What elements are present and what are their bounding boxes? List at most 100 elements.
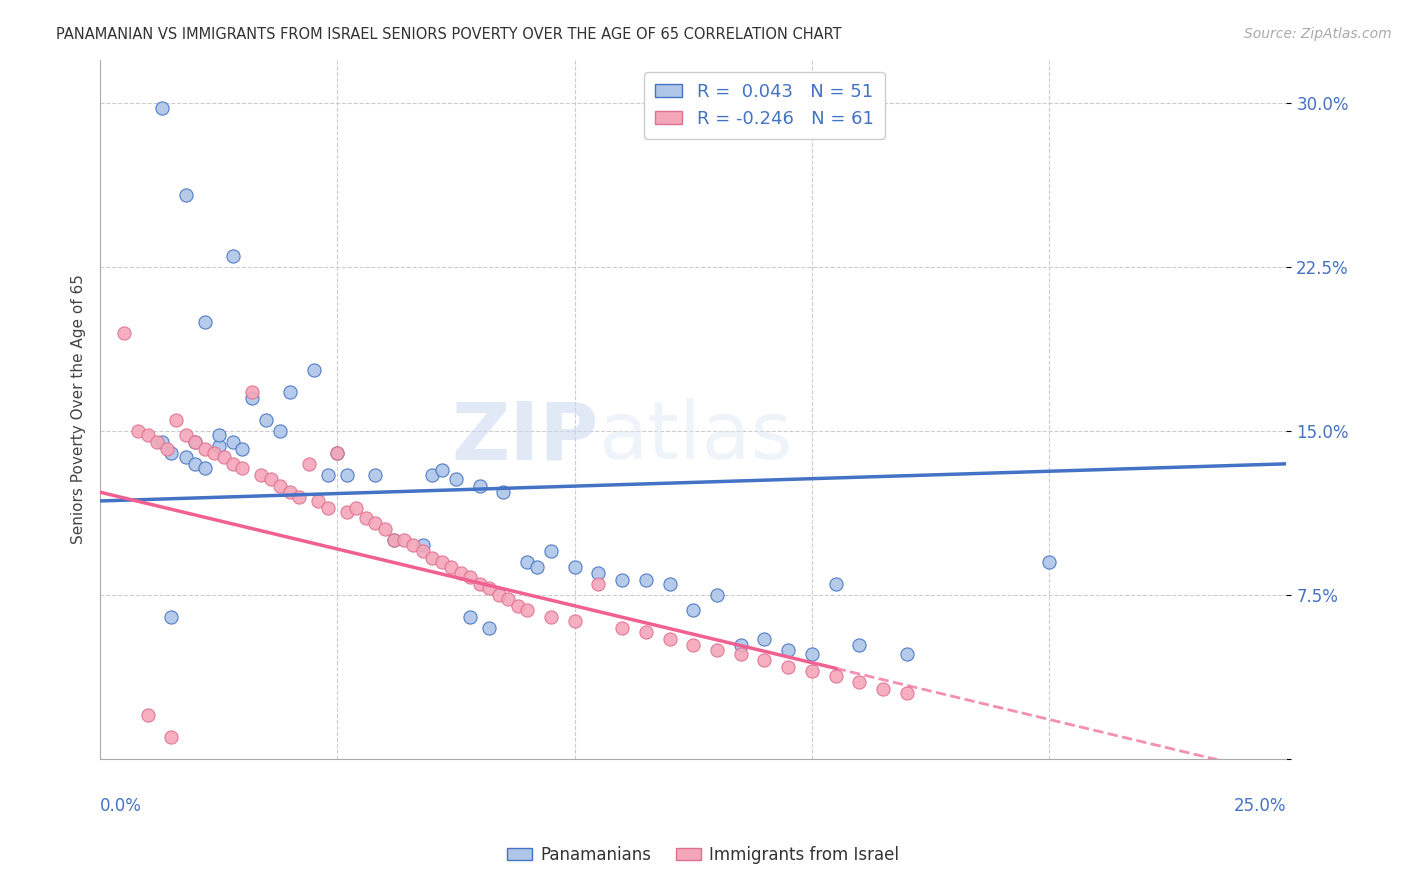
Point xyxy=(412,538,434,552)
Point xyxy=(150,434,173,449)
Point xyxy=(496,592,519,607)
Point xyxy=(155,442,177,456)
Text: 0.0%: 0.0% xyxy=(100,797,142,815)
Point xyxy=(658,632,681,646)
Point xyxy=(165,413,187,427)
Point xyxy=(240,384,263,399)
Point xyxy=(730,647,752,661)
Point xyxy=(778,642,800,657)
Point xyxy=(824,669,846,683)
Point xyxy=(468,577,491,591)
Point xyxy=(184,457,207,471)
Point xyxy=(754,632,776,646)
Point xyxy=(336,467,359,482)
Point xyxy=(127,424,149,438)
Point xyxy=(754,653,776,667)
Point xyxy=(269,424,291,438)
Point xyxy=(231,461,253,475)
Point xyxy=(588,577,610,591)
Point xyxy=(136,708,159,723)
Point xyxy=(374,522,396,536)
Point xyxy=(364,516,387,530)
Point xyxy=(478,582,501,596)
Point xyxy=(146,434,169,449)
Point xyxy=(184,434,207,449)
Point xyxy=(492,485,515,500)
Legend: R =  0.043   N = 51, R = -0.246   N = 61: R = 0.043 N = 51, R = -0.246 N = 61 xyxy=(644,72,884,139)
Point xyxy=(730,638,752,652)
Point xyxy=(516,555,538,569)
Point xyxy=(848,638,870,652)
Point xyxy=(344,500,367,515)
Point xyxy=(800,665,823,679)
Point xyxy=(488,588,510,602)
Point xyxy=(382,533,405,548)
Point xyxy=(174,188,197,202)
Point xyxy=(526,559,548,574)
Point xyxy=(682,638,704,652)
Point xyxy=(208,428,231,442)
Point xyxy=(634,625,657,640)
Point xyxy=(506,599,529,613)
Point xyxy=(444,472,467,486)
Point xyxy=(896,686,918,700)
Point xyxy=(588,566,610,580)
Legend: Panamanians, Immigrants from Israel: Panamanians, Immigrants from Israel xyxy=(501,839,905,871)
Point xyxy=(706,588,728,602)
Point xyxy=(682,603,704,617)
Point xyxy=(458,609,481,624)
Point xyxy=(564,614,586,628)
Point xyxy=(160,446,183,460)
Point xyxy=(1038,555,1060,569)
Point xyxy=(193,442,215,456)
Point xyxy=(208,439,231,453)
Point xyxy=(160,609,183,624)
Point xyxy=(450,566,472,580)
Point xyxy=(298,457,321,471)
Point xyxy=(420,550,443,565)
Text: PANAMANIAN VS IMMIGRANTS FROM ISRAEL SENIORS POVERTY OVER THE AGE OF 65 CORRELAT: PANAMANIAN VS IMMIGRANTS FROM ISRAEL SEN… xyxy=(56,27,842,42)
Point xyxy=(468,478,491,492)
Point xyxy=(240,391,263,405)
Point xyxy=(778,660,800,674)
Point xyxy=(326,446,349,460)
Point xyxy=(288,490,311,504)
Point xyxy=(269,478,291,492)
Point xyxy=(634,573,657,587)
Point xyxy=(260,472,283,486)
Point xyxy=(222,434,245,449)
Point xyxy=(193,315,215,329)
Point xyxy=(430,463,453,477)
Point xyxy=(440,559,463,574)
Point xyxy=(848,675,870,690)
Point xyxy=(540,544,562,558)
Point xyxy=(824,577,846,591)
Point xyxy=(250,467,273,482)
Point xyxy=(872,681,894,696)
Point xyxy=(458,570,481,584)
Point xyxy=(231,442,253,456)
Point xyxy=(610,621,633,635)
Point xyxy=(412,544,434,558)
Text: Source: ZipAtlas.com: Source: ZipAtlas.com xyxy=(1244,27,1392,41)
Point xyxy=(150,101,173,115)
Point xyxy=(307,494,329,508)
Point xyxy=(540,609,562,624)
Point xyxy=(112,326,135,340)
Point xyxy=(706,642,728,657)
Point xyxy=(364,467,387,482)
Point xyxy=(326,446,349,460)
Point xyxy=(174,428,197,442)
Text: ZIP: ZIP xyxy=(451,398,599,476)
Point xyxy=(516,603,538,617)
Point xyxy=(564,559,586,574)
Point xyxy=(610,573,633,587)
Point xyxy=(336,505,359,519)
Point xyxy=(278,384,301,399)
Point xyxy=(402,538,425,552)
Point xyxy=(302,363,325,377)
Text: 25.0%: 25.0% xyxy=(1234,797,1286,815)
Point xyxy=(316,467,339,482)
Point xyxy=(658,577,681,591)
Point xyxy=(184,434,207,449)
